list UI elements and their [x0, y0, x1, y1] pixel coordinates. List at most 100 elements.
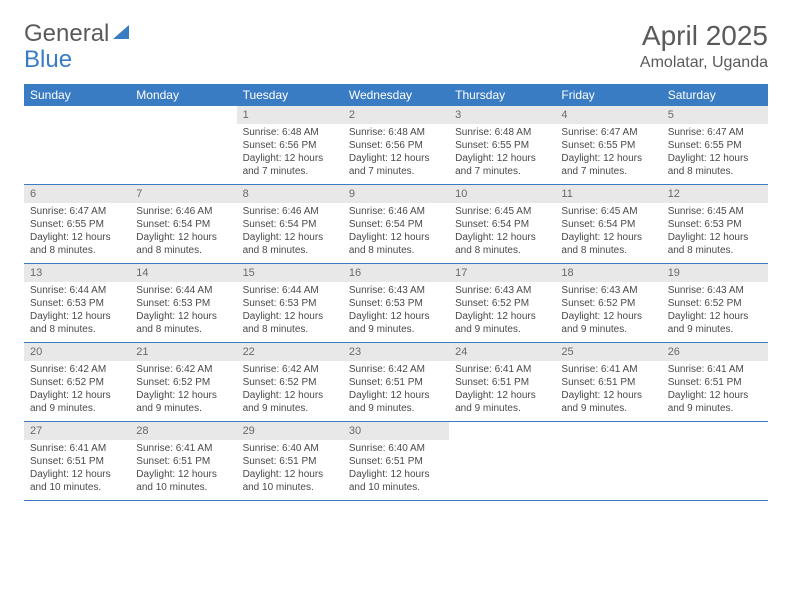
logo-sail-icon — [111, 20, 131, 48]
daylight-text: Daylight: 12 hours and 8 minutes. — [136, 231, 230, 257]
sunset-text: Sunset: 6:51 PM — [349, 376, 443, 389]
weekday-monday: Monday — [130, 84, 236, 106]
daylight-text: Daylight: 12 hours and 8 minutes. — [455, 231, 549, 257]
day-number: 11 — [555, 185, 661, 203]
header: General April 2025 Amolatar, Uganda — [24, 20, 768, 72]
sunrise-text: Sunrise: 6:42 AM — [349, 363, 443, 376]
day-number — [24, 106, 130, 110]
day-number: 17 — [449, 264, 555, 282]
day-cell: 14Sunrise: 6:44 AMSunset: 6:53 PMDayligh… — [130, 264, 236, 342]
day-number: 25 — [555, 343, 661, 361]
day-number: 22 — [237, 343, 343, 361]
day-content: Sunrise: 6:43 AMSunset: 6:52 PMDaylight:… — [449, 282, 555, 340]
day-content: Sunrise: 6:47 AMSunset: 6:55 PMDaylight:… — [662, 124, 768, 182]
sunrise-text: Sunrise: 6:45 AM — [668, 205, 762, 218]
day-number: 30 — [343, 422, 449, 440]
day-content: Sunrise: 6:44 AMSunset: 6:53 PMDaylight:… — [24, 282, 130, 340]
day-cell: 13Sunrise: 6:44 AMSunset: 6:53 PMDayligh… — [24, 264, 130, 342]
sunset-text: Sunset: 6:51 PM — [30, 455, 124, 468]
day-number: 13 — [24, 264, 130, 282]
day-content: Sunrise: 6:41 AMSunset: 6:51 PMDaylight:… — [449, 361, 555, 419]
daylight-text: Daylight: 12 hours and 10 minutes. — [136, 468, 230, 494]
day-cell: 20Sunrise: 6:42 AMSunset: 6:52 PMDayligh… — [24, 343, 130, 421]
sunset-text: Sunset: 6:55 PM — [30, 218, 124, 231]
day-cell: 24Sunrise: 6:41 AMSunset: 6:51 PMDayligh… — [449, 343, 555, 421]
day-cell: 5Sunrise: 6:47 AMSunset: 6:55 PMDaylight… — [662, 106, 768, 184]
daylight-text: Daylight: 12 hours and 9 minutes. — [668, 310, 762, 336]
daylight-text: Daylight: 12 hours and 9 minutes. — [136, 389, 230, 415]
day-number: 3 — [449, 106, 555, 124]
sunrise-text: Sunrise: 6:42 AM — [243, 363, 337, 376]
daylight-text: Daylight: 12 hours and 9 minutes. — [455, 310, 549, 336]
day-number: 5 — [662, 106, 768, 124]
daylight-text: Daylight: 12 hours and 7 minutes. — [243, 152, 337, 178]
day-cell: 29Sunrise: 6:40 AMSunset: 6:51 PMDayligh… — [237, 422, 343, 500]
sunrise-text: Sunrise: 6:47 AM — [668, 126, 762, 139]
logo-text-1: General — [24, 20, 109, 48]
day-number: 4 — [555, 106, 661, 124]
sunset-text: Sunset: 6:55 PM — [561, 139, 655, 152]
day-cell — [449, 422, 555, 500]
day-number: 29 — [237, 422, 343, 440]
sunrise-text: Sunrise: 6:41 AM — [136, 442, 230, 455]
day-content: Sunrise: 6:48 AMSunset: 6:56 PMDaylight:… — [343, 124, 449, 182]
day-cell: 4Sunrise: 6:47 AMSunset: 6:55 PMDaylight… — [555, 106, 661, 184]
day-content: Sunrise: 6:45 AMSunset: 6:54 PMDaylight:… — [555, 203, 661, 261]
sunrise-text: Sunrise: 6:43 AM — [668, 284, 762, 297]
daylight-text: Daylight: 12 hours and 8 minutes. — [243, 310, 337, 336]
day-cell: 8Sunrise: 6:46 AMSunset: 6:54 PMDaylight… — [237, 185, 343, 263]
day-cell: 2Sunrise: 6:48 AMSunset: 6:56 PMDaylight… — [343, 106, 449, 184]
day-cell: 23Sunrise: 6:42 AMSunset: 6:51 PMDayligh… — [343, 343, 449, 421]
sunset-text: Sunset: 6:52 PM — [243, 376, 337, 389]
week-row: 13Sunrise: 6:44 AMSunset: 6:53 PMDayligh… — [24, 264, 768, 343]
sunset-text: Sunset: 6:51 PM — [349, 455, 443, 468]
day-content: Sunrise: 6:44 AMSunset: 6:53 PMDaylight:… — [237, 282, 343, 340]
sunset-text: Sunset: 6:54 PM — [561, 218, 655, 231]
day-content: Sunrise: 6:41 AMSunset: 6:51 PMDaylight:… — [24, 440, 130, 498]
day-cell: 19Sunrise: 6:43 AMSunset: 6:52 PMDayligh… — [662, 264, 768, 342]
day-number: 8 — [237, 185, 343, 203]
sunset-text: Sunset: 6:52 PM — [561, 297, 655, 310]
daylight-text: Daylight: 12 hours and 8 minutes. — [349, 231, 443, 257]
day-cell: 27Sunrise: 6:41 AMSunset: 6:51 PMDayligh… — [24, 422, 130, 500]
weekday-sunday: Sunday — [24, 84, 130, 106]
day-number: 9 — [343, 185, 449, 203]
sunrise-text: Sunrise: 6:43 AM — [561, 284, 655, 297]
daylight-text: Daylight: 12 hours and 7 minutes. — [561, 152, 655, 178]
day-number: 10 — [449, 185, 555, 203]
sunrise-text: Sunrise: 6:46 AM — [136, 205, 230, 218]
day-number: 28 — [130, 422, 236, 440]
daylight-text: Daylight: 12 hours and 9 minutes. — [30, 389, 124, 415]
sunset-text: Sunset: 6:53 PM — [30, 297, 124, 310]
day-number — [555, 422, 661, 426]
day-cell: 30Sunrise: 6:40 AMSunset: 6:51 PMDayligh… — [343, 422, 449, 500]
day-cell: 10Sunrise: 6:45 AMSunset: 6:54 PMDayligh… — [449, 185, 555, 263]
day-content: Sunrise: 6:46 AMSunset: 6:54 PMDaylight:… — [237, 203, 343, 261]
day-cell: 3Sunrise: 6:48 AMSunset: 6:55 PMDaylight… — [449, 106, 555, 184]
sunrise-text: Sunrise: 6:40 AM — [243, 442, 337, 455]
sunset-text: Sunset: 6:54 PM — [136, 218, 230, 231]
sunset-text: Sunset: 6:54 PM — [243, 218, 337, 231]
day-cell: 26Sunrise: 6:41 AMSunset: 6:51 PMDayligh… — [662, 343, 768, 421]
day-content: Sunrise: 6:43 AMSunset: 6:53 PMDaylight:… — [343, 282, 449, 340]
daylight-text: Daylight: 12 hours and 8 minutes. — [30, 231, 124, 257]
daylight-text: Daylight: 12 hours and 8 minutes. — [668, 152, 762, 178]
sunset-text: Sunset: 6:52 PM — [668, 297, 762, 310]
day-number: 15 — [237, 264, 343, 282]
day-cell: 22Sunrise: 6:42 AMSunset: 6:52 PMDayligh… — [237, 343, 343, 421]
sunrise-text: Sunrise: 6:48 AM — [349, 126, 443, 139]
week-row: 1Sunrise: 6:48 AMSunset: 6:56 PMDaylight… — [24, 106, 768, 185]
weekday-saturday: Saturday — [662, 84, 768, 106]
day-cell — [555, 422, 661, 500]
sunrise-text: Sunrise: 6:44 AM — [136, 284, 230, 297]
sunset-text: Sunset: 6:53 PM — [136, 297, 230, 310]
day-content: Sunrise: 6:46 AMSunset: 6:54 PMDaylight:… — [130, 203, 236, 261]
day-cell: 17Sunrise: 6:43 AMSunset: 6:52 PMDayligh… — [449, 264, 555, 342]
weekday-tuesday: Tuesday — [237, 84, 343, 106]
daylight-text: Daylight: 12 hours and 10 minutes. — [30, 468, 124, 494]
day-content: Sunrise: 6:46 AMSunset: 6:54 PMDaylight:… — [343, 203, 449, 261]
daylight-text: Daylight: 12 hours and 9 minutes. — [561, 389, 655, 415]
week-row: 27Sunrise: 6:41 AMSunset: 6:51 PMDayligh… — [24, 422, 768, 501]
day-content: Sunrise: 6:48 AMSunset: 6:56 PMDaylight:… — [237, 124, 343, 182]
day-cell: 6Sunrise: 6:47 AMSunset: 6:55 PMDaylight… — [24, 185, 130, 263]
